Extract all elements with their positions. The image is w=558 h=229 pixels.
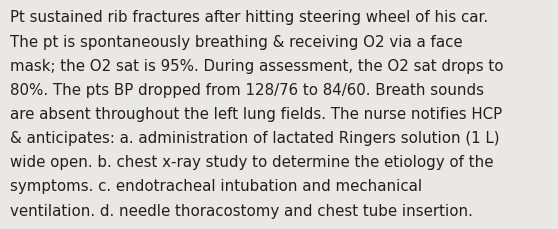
Text: wide open. b. chest x-ray study to determine the etiology of the: wide open. b. chest x-ray study to deter… — [10, 155, 493, 169]
Text: mask; the O2 sat is 95%. During assessment, the O2 sat drops to: mask; the O2 sat is 95%. During assessme… — [10, 58, 503, 73]
Text: symptoms. c. endotracheal intubation and mechanical: symptoms. c. endotracheal intubation and… — [10, 179, 422, 194]
Text: The pt is spontaneously breathing & receiving O2 via a face: The pt is spontaneously breathing & rece… — [10, 34, 463, 49]
Text: 80%. The pts BP dropped from 128/76 to 84/60. Breath sounds: 80%. The pts BP dropped from 128/76 to 8… — [10, 82, 484, 97]
Text: ventilation. d. needle thoracostomy and chest tube insertion.: ventilation. d. needle thoracostomy and … — [10, 203, 473, 218]
Text: are absent throughout the left lung fields. The nurse notifies HCP: are absent throughout the left lung fiel… — [10, 106, 502, 121]
Text: & anticipates: a. administration of lactated Ringers solution (1 L): & anticipates: a. administration of lact… — [10, 131, 499, 145]
Text: Pt sustained rib fractures after hitting steering wheel of his car.: Pt sustained rib fractures after hitting… — [10, 10, 488, 25]
